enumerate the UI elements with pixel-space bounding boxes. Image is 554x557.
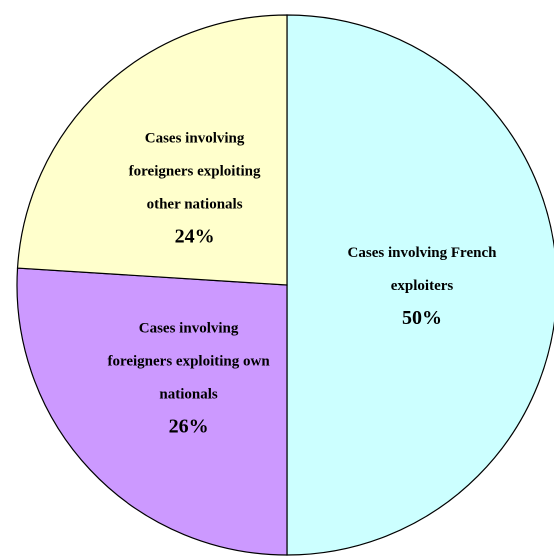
category-label: Cases involving foreigners exploiting ot…: [128, 130, 261, 213]
category-label: Cases involving foreigners exploiting ow…: [107, 320, 270, 403]
slice-label: Cases involving foreigners exploiting ow…: [106, 313, 271, 442]
value-label: 24%: [174, 225, 215, 248]
slice-label: Cases involving foreigners exploiting ot…: [112, 122, 277, 251]
pie-slice: [286, 14, 554, 556]
pie-slice: [16, 14, 288, 286]
value-label: 50%: [402, 307, 442, 329]
pie-slice: [16, 267, 288, 556]
slice-label: Cases involving French exploiters 50%: [340, 237, 505, 333]
category-label: Cases involving French exploiters: [347, 245, 497, 294]
value-label: 26%: [168, 415, 209, 438]
